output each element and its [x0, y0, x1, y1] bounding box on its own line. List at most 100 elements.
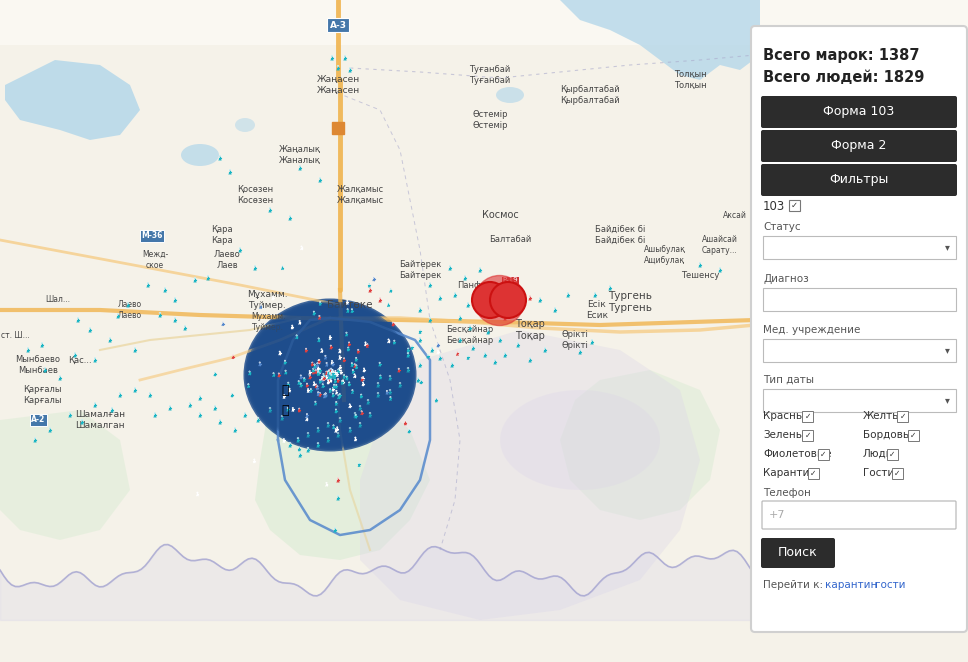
Circle shape — [222, 322, 224, 323]
Circle shape — [373, 277, 375, 278]
Text: Байдібек бі
Байдібек бі: Байдібек бі Байдібек бі — [594, 225, 646, 245]
Ellipse shape — [500, 390, 660, 490]
Circle shape — [135, 387, 136, 389]
Circle shape — [390, 397, 391, 398]
Circle shape — [323, 377, 324, 378]
Circle shape — [169, 405, 171, 407]
Bar — [908, 430, 919, 440]
Circle shape — [438, 343, 439, 344]
Circle shape — [319, 369, 320, 370]
Circle shape — [207, 275, 209, 277]
Circle shape — [272, 296, 273, 297]
Circle shape — [309, 370, 311, 371]
Circle shape — [318, 359, 319, 361]
Circle shape — [336, 390, 337, 391]
Circle shape — [329, 373, 331, 375]
Text: Бесқайнар
Бесқайнар: Бесқайнар Бесқайнар — [446, 325, 494, 345]
Text: Ашайсай
Сарату...: Ашайсай Сарату... — [702, 235, 738, 255]
Circle shape — [355, 414, 356, 416]
Circle shape — [454, 292, 456, 294]
Circle shape — [328, 371, 329, 372]
Text: Қарғалы
Карғалы: Қарғалы Карғалы — [23, 385, 61, 404]
Circle shape — [332, 370, 333, 371]
Text: ✓: ✓ — [804, 430, 811, 440]
Text: Тешенсу: Тешенсу — [681, 271, 719, 279]
Circle shape — [379, 297, 380, 299]
Circle shape — [344, 357, 345, 359]
Text: Аксай: Аксай — [723, 211, 747, 220]
FancyBboxPatch shape — [763, 338, 955, 361]
Text: ▾: ▾ — [945, 395, 950, 405]
Circle shape — [439, 295, 440, 297]
FancyBboxPatch shape — [761, 96, 957, 128]
Circle shape — [111, 407, 113, 409]
Circle shape — [342, 381, 343, 382]
Circle shape — [438, 350, 439, 352]
Circle shape — [347, 301, 348, 302]
Circle shape — [360, 394, 362, 395]
Polygon shape — [560, 370, 720, 520]
Polygon shape — [255, 380, 430, 560]
Text: Балтабай: Балтабай — [489, 236, 531, 244]
Circle shape — [349, 427, 350, 429]
Circle shape — [365, 342, 366, 343]
FancyBboxPatch shape — [763, 389, 955, 412]
Circle shape — [339, 355, 341, 357]
Circle shape — [214, 372, 216, 373]
Circle shape — [468, 303, 469, 304]
Ellipse shape — [248, 303, 412, 447]
Circle shape — [174, 317, 176, 319]
Circle shape — [309, 375, 311, 377]
Circle shape — [327, 371, 329, 372]
Circle shape — [323, 394, 325, 395]
Circle shape — [321, 378, 323, 379]
Circle shape — [354, 373, 355, 375]
Ellipse shape — [245, 300, 415, 450]
Text: А-3: А-3 — [329, 21, 347, 30]
FancyBboxPatch shape — [761, 130, 957, 162]
Circle shape — [219, 419, 221, 421]
Text: +7: +7 — [769, 510, 785, 520]
Circle shape — [199, 395, 201, 397]
Circle shape — [333, 425, 334, 426]
Text: ст. Ш...: ст. Ш... — [1, 330, 29, 340]
Circle shape — [472, 282, 508, 318]
Text: Жаңалық
Жаналық: Жаңалық Жаналық — [279, 145, 321, 165]
Circle shape — [331, 375, 332, 376]
Circle shape — [330, 374, 331, 375]
Bar — [802, 410, 813, 422]
Text: ✓: ✓ — [820, 449, 827, 459]
Circle shape — [315, 365, 316, 366]
Text: А-2: А-2 — [31, 416, 45, 424]
FancyBboxPatch shape — [763, 287, 955, 310]
Bar — [789, 200, 800, 211]
Circle shape — [77, 317, 78, 319]
Circle shape — [388, 303, 389, 304]
Circle shape — [394, 340, 395, 342]
Text: Қосөзен
Косөзен: Қосөзен Косөзен — [237, 185, 273, 205]
Text: Мұхамм.
Туймер.: Мұхамм. Туймер. — [247, 291, 287, 310]
Text: ✓: ✓ — [890, 449, 895, 459]
Circle shape — [308, 389, 309, 390]
Ellipse shape — [250, 305, 410, 446]
Circle shape — [329, 373, 331, 375]
Circle shape — [282, 265, 284, 267]
Circle shape — [336, 385, 337, 386]
Circle shape — [289, 215, 291, 217]
Circle shape — [330, 373, 332, 374]
Ellipse shape — [247, 301, 413, 448]
Circle shape — [348, 342, 349, 343]
Circle shape — [459, 337, 461, 339]
Circle shape — [591, 339, 592, 341]
Circle shape — [332, 362, 334, 363]
Circle shape — [554, 307, 556, 309]
FancyBboxPatch shape — [761, 164, 957, 196]
FancyBboxPatch shape — [762, 501, 956, 529]
Text: Перейти к:: Перейти к: — [763, 580, 823, 590]
Text: Қас...: Қас... — [68, 355, 92, 365]
Circle shape — [283, 438, 285, 440]
Circle shape — [319, 393, 320, 394]
Circle shape — [331, 374, 333, 375]
Circle shape — [335, 409, 337, 410]
Circle shape — [318, 371, 319, 373]
